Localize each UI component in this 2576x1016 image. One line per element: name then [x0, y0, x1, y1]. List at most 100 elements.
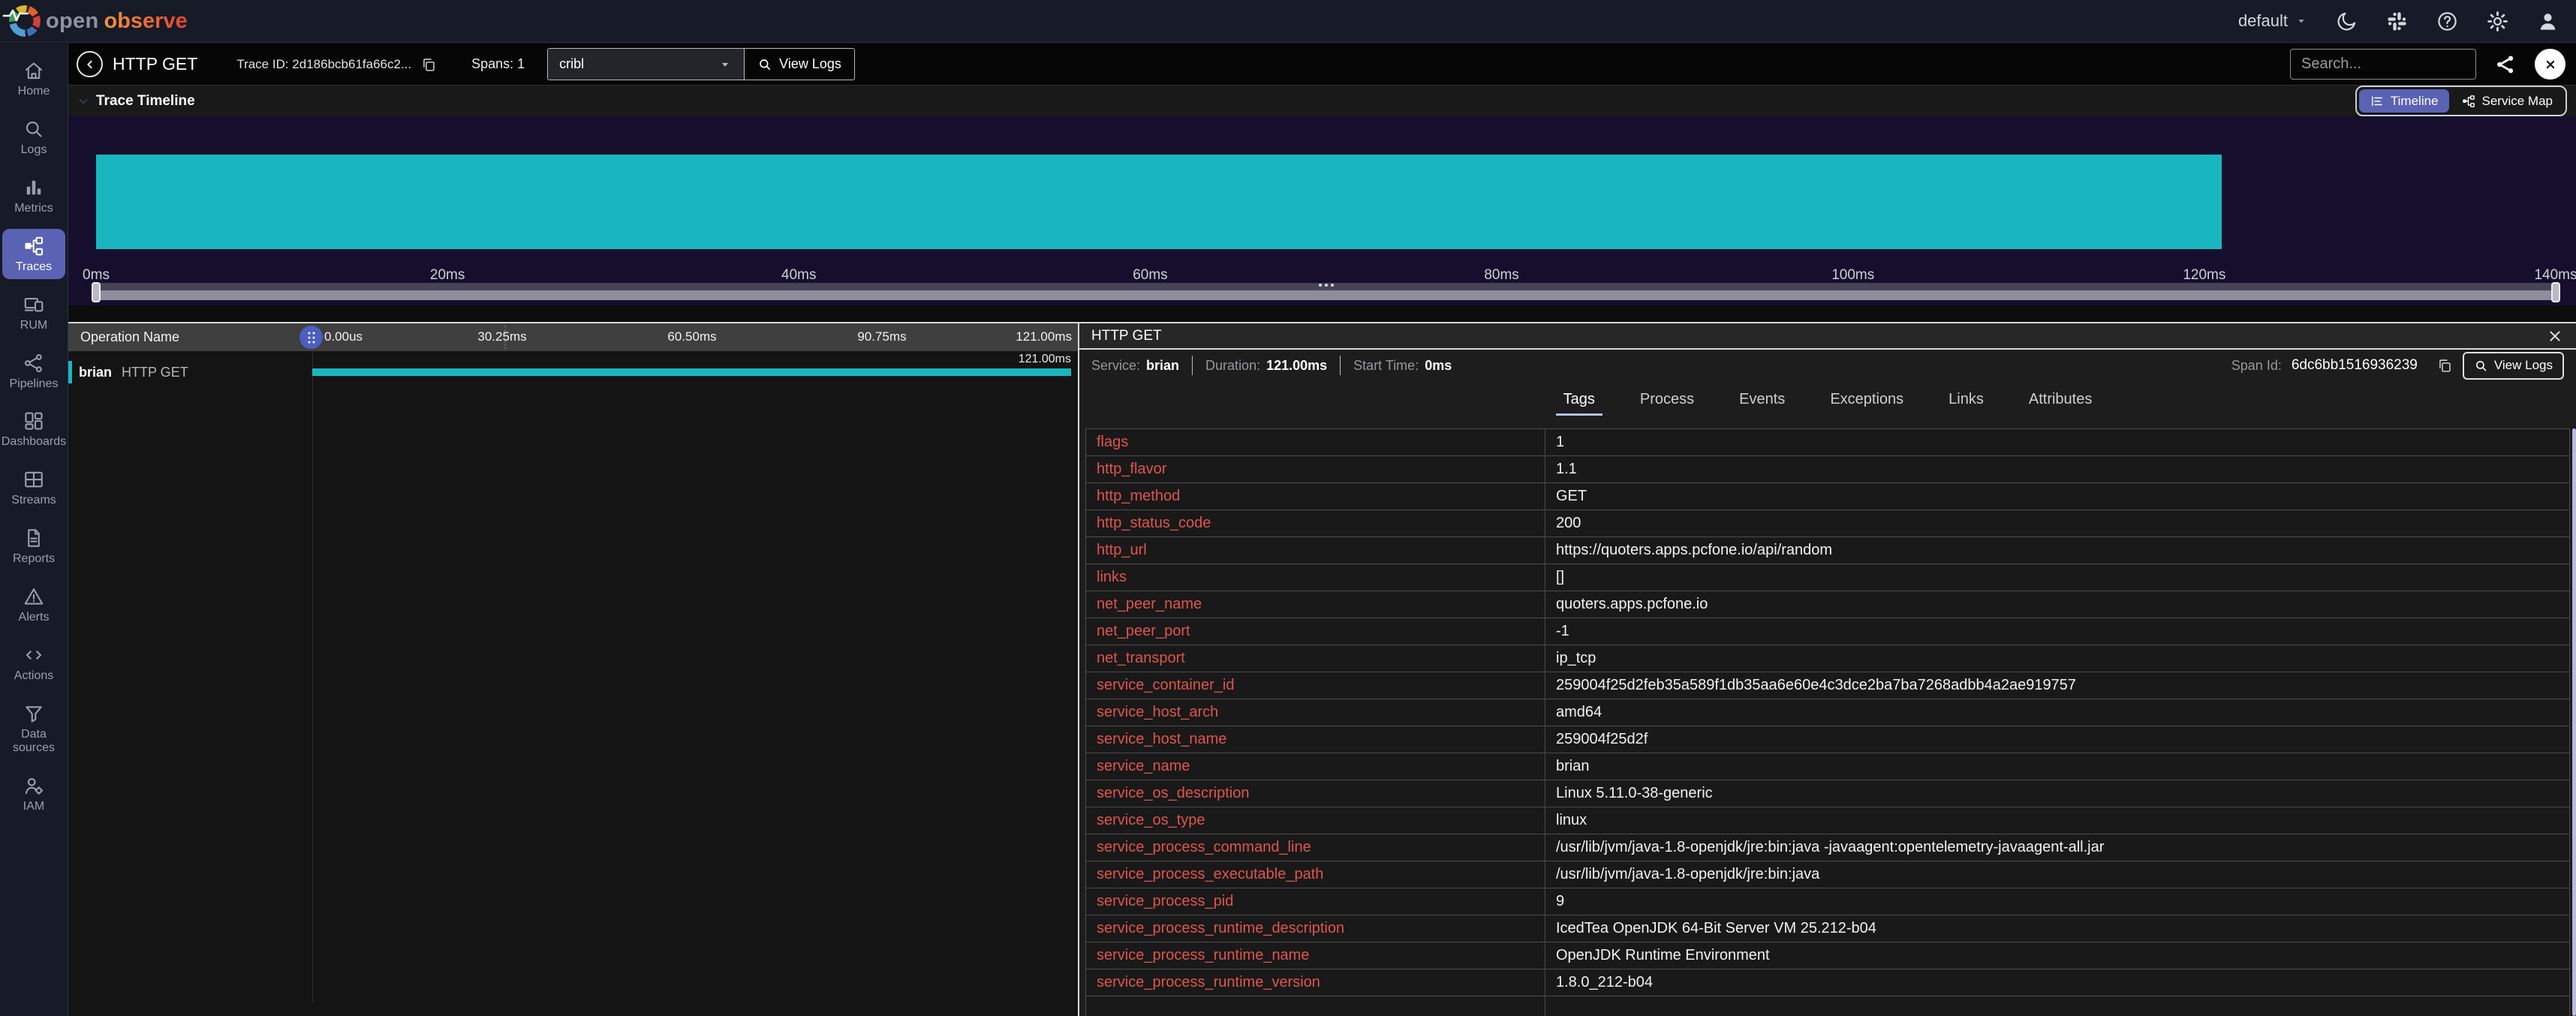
- chevron-down-icon: [2298, 20, 2304, 23]
- span-row[interactable]: brian HTTP GET: [68, 359, 1078, 386]
- span-detail-tabs: Tags Process Events Exceptions Links Attribut…: [1079, 381, 2576, 418]
- dark-mode-icon[interactable]: [2335, 10, 2358, 33]
- tag-row: service_process_runtime_description IcedT…: [1085, 915, 2570, 942]
- sidebar-item-label: Metrics: [14, 201, 53, 215]
- tag-key: service_process_runtime_name: [1085, 942, 1545, 969]
- sidebar-item-logs[interactable]: Logs: [2, 112, 65, 162]
- sidebar-item-label: Traces: [15, 260, 53, 273]
- trace-toolbar: HTTP GET Trace ID: 2d186bcb61fa66c2... S…: [68, 44, 2576, 85]
- sidebar-item-reports[interactable]: Reports: [2, 521, 65, 571]
- toggle-label: Timeline: [2390, 93, 2439, 108]
- settings-icon[interactable]: [2486, 10, 2509, 33]
- tag-row: service_process_executable_path/usr/lib/…: [1085, 861, 2570, 888]
- tag-key: net_peer_name: [1085, 591, 1545, 618]
- tag-key: service_host_name: [1085, 726, 1545, 753]
- tag-value: linux: [1545, 807, 2570, 834]
- tag-value: 1.8.0_212-b04: [1545, 969, 2570, 996]
- tab-process[interactable]: Process: [1618, 381, 1717, 418]
- stream-select[interactable]: cribl: [548, 49, 745, 80]
- sidebar-item-metrics[interactable]: Metrics: [2, 170, 65, 221]
- alerts-icon: [23, 585, 45, 608]
- sidebar-item-actions[interactable]: Actions: [2, 638, 65, 688]
- tag-value: Linux 5.11.0-38-generic: [1545, 780, 2570, 807]
- tab-tags[interactable]: Tags: [1541, 381, 1618, 418]
- tab-links[interactable]: Links: [1926, 381, 2006, 418]
- tag-value: amd64: [1545, 699, 2570, 726]
- org-selector[interactable]: default: [2238, 11, 2308, 31]
- share-icon[interactable]: [2494, 53, 2517, 76]
- tag-key: service_container_id: [1085, 672, 1545, 699]
- span-meta-row: Service: brian Duration: 121.00ms Start …: [1079, 350, 2576, 381]
- copy-span-id-icon[interactable]: [2436, 357, 2453, 374]
- toggle-service-map[interactable]: Service Map: [2451, 89, 2563, 113]
- close-detail-button[interactable]: [2546, 327, 2564, 345]
- sidebar-item-alerts[interactable]: Alerts: [2, 579, 65, 630]
- logo-text-observe: observe: [104, 8, 188, 33]
- view-logs-button[interactable]: View Logs: [745, 49, 854, 80]
- sidebar-item-iam[interactable]: IAM: [2, 768, 65, 819]
- tag-value: ip_tcp: [1545, 645, 2570, 672]
- close-trace-button[interactable]: [2535, 49, 2565, 80]
- detail-scrollbar[interactable]: [2572, 428, 2576, 1016]
- collapse-chevron-icon[interactable]: [75, 93, 92, 110]
- sidebar-item-streams[interactable]: Streams: [2, 462, 65, 513]
- waterfall-tick-label: 60.50ms: [667, 329, 717, 344]
- trace-span-bar[interactable]: [96, 155, 2222, 249]
- service-map-icon: [2461, 94, 2476, 109]
- sidebar-item-traces[interactable]: Traces: [2, 228, 65, 279]
- tag-row: http_flavor 1.1: [1085, 455, 2570, 483]
- slider-handle-right[interactable]: [2551, 282, 2560, 302]
- tab-exceptions[interactable]: Exceptions: [1807, 381, 1926, 418]
- tag-value: 9: [1545, 888, 2570, 915]
- sidebar-item-dashboards[interactable]: Dashboards: [2, 404, 66, 454]
- sidebar-item-home[interactable]: Home: [2, 53, 65, 104]
- tag-row: http_url https://quoters.apps.pcfone.io/a…: [1085, 537, 2570, 564]
- sidebar-item-label: Data sources: [12, 727, 56, 754]
- topbar-icons: [2335, 10, 2559, 33]
- axis-tick-label: 80ms: [1484, 267, 1519, 283]
- tag-key: service_process_command_line: [1085, 834, 1545, 861]
- slack-icon[interactable]: [2385, 10, 2409, 33]
- back-button[interactable]: [77, 51, 103, 77]
- span-gantt-bar[interactable]: [312, 368, 1071, 376]
- span-color-accent: [68, 361, 72, 383]
- sidebar-item-pipelines[interactable]: Pipelines: [2, 346, 65, 396]
- search-input[interactable]: [2290, 49, 2476, 80]
- iam-icon: [23, 774, 45, 797]
- slider-grip-icon[interactable]: [1318, 284, 1334, 287]
- span-id-label: Span Id:: [2231, 357, 2282, 373]
- waterfall-ticks: 0.00us 30.25ms 60.50ms 90.75ms 121.00ms: [312, 323, 1072, 351]
- copy-trace-id-icon[interactable]: [420, 56, 437, 73]
- span-detail-title: HTTP GET: [1091, 327, 1162, 344]
- timeline-zoom-slider[interactable]: [92, 282, 2560, 302]
- sidebar-item-data-sources[interactable]: Data sources: [2, 696, 65, 760]
- toggle-timeline[interactable]: Timeline: [2358, 89, 2449, 113]
- operation-name-header: Operation Name: [80, 329, 180, 344]
- stream-select-group: cribl View Logs: [547, 48, 855, 80]
- column-resize-handle[interactable]: [299, 326, 323, 349]
- axis-tick-label: 40ms: [781, 267, 817, 283]
- sidebar-item-rum[interactable]: RUM: [2, 287, 65, 338]
- tag-value: GET: [1545, 482, 2570, 510]
- meta-start-time: Start Time: 0ms: [1353, 357, 1452, 373]
- main-content: HTTP GET Trace ID: 2d186bcb61fa66c2... S…: [68, 44, 2576, 1016]
- help-icon[interactable]: [2436, 10, 2459, 33]
- waterfall-header: Operation Name 0.00us 30.25ms 60.50ms 90.75…: [68, 323, 1078, 351]
- tag-key: http_status_code: [1085, 510, 1545, 537]
- tag-key: links: [1085, 564, 1545, 591]
- tags-table-wrap: flags 1 http_flavor 1.1 http_method GET http_s…: [1085, 428, 2570, 1016]
- user-icon[interactable]: [2536, 10, 2559, 33]
- sidebar-item-label: Home: [17, 85, 50, 98]
- span-view-logs-button[interactable]: View Logs: [2462, 351, 2564, 380]
- meta-divider: [1340, 356, 1341, 375]
- tab-attributes[interactable]: Attributes: [2006, 381, 2114, 418]
- tab-events[interactable]: Events: [1717, 381, 1807, 418]
- waterfall-tick-label: 0.00us: [324, 329, 363, 344]
- tab-label: Exceptions: [1830, 391, 1904, 407]
- waterfall-tick-label: 30.25ms: [477, 329, 527, 344]
- trace-title: HTTP GET: [113, 54, 198, 74]
- search-icon: [760, 59, 771, 70]
- tag-row: flags 1: [1085, 428, 2570, 456]
- dashboards-icon: [23, 410, 45, 432]
- slider-handle-left[interactable]: [92, 282, 101, 302]
